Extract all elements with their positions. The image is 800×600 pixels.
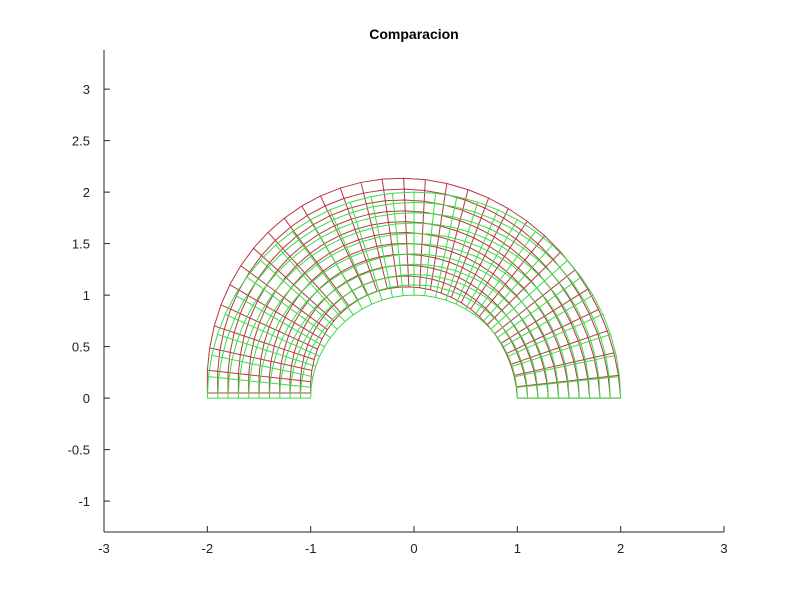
undeformed-mesh-radial-line bbox=[349, 202, 383, 301]
deformed-mesh-radial-line bbox=[214, 325, 315, 360]
deformed-mesh-radial-line bbox=[283, 217, 350, 307]
deformed-mesh-radial-line bbox=[253, 247, 335, 322]
deformed-mesh-radial-line bbox=[506, 309, 599, 355]
undeformed-mesh-radial-line bbox=[445, 202, 479, 301]
y-tick-label: 1 bbox=[83, 288, 90, 303]
undeformed-mesh-radial-line bbox=[246, 276, 331, 338]
y-tick-label: 3 bbox=[83, 82, 90, 97]
y-tick-label: 0.5 bbox=[72, 340, 90, 355]
undeformed-mesh-radial-line bbox=[424, 193, 437, 296]
undeformed-mesh bbox=[206, 191, 622, 399]
deformed-mesh-radial-line bbox=[209, 347, 312, 371]
x-tick-label: 3 bbox=[720, 541, 727, 556]
deformed-mesh-radial-line bbox=[510, 330, 608, 365]
deformed-mesh-radial-line bbox=[339, 187, 378, 292]
deformed-mesh-radial-line bbox=[403, 178, 410, 287]
deformed-mesh-radial-line bbox=[478, 235, 545, 317]
undeformed-mesh-radial-line bbox=[516, 376, 620, 388]
undeformed-mesh-radial-line bbox=[391, 193, 404, 296]
y-tick-label: 1.5 bbox=[72, 237, 90, 252]
x-tick-label: -3 bbox=[98, 541, 110, 556]
undeformed-mesh-radial-line bbox=[503, 294, 594, 348]
undeformed-mesh-radial-line bbox=[275, 244, 346, 322]
undeformed-mesh-radial-line bbox=[310, 219, 363, 310]
y-tick-label: -1 bbox=[78, 494, 90, 509]
undeformed-mesh-radial-line bbox=[211, 354, 314, 378]
undeformed-mesh-radial-line bbox=[482, 244, 553, 322]
undeformed-mesh-radial-line bbox=[497, 276, 582, 338]
deformed-mesh-radial-line bbox=[513, 352, 615, 376]
deformed-mesh-radial-line bbox=[360, 182, 388, 289]
plot-area bbox=[206, 177, 622, 399]
x-tick-label: -2 bbox=[202, 541, 214, 556]
deformed-mesh-radial-line bbox=[320, 195, 368, 296]
deformed-mesh-radial-line bbox=[207, 369, 311, 383]
deformed-mesh-radial-line bbox=[470, 220, 528, 310]
undeformed-mesh-radial-line bbox=[474, 231, 536, 316]
deformed-mesh-radial-line bbox=[229, 284, 323, 340]
undeformed-mesh-radial-line bbox=[512, 333, 611, 367]
y-tick-label: -0.5 bbox=[68, 443, 90, 458]
undeformed-mesh-radial-line bbox=[508, 313, 604, 357]
deformed-mesh-radial-line bbox=[429, 183, 448, 290]
deformed-mesh-radial-line bbox=[220, 304, 318, 350]
chart-title: Comparacion bbox=[369, 26, 458, 42]
undeformed-mesh-radial-line bbox=[370, 196, 394, 298]
undeformed-mesh-radial-line bbox=[292, 231, 354, 316]
deformed-mesh-radial-line bbox=[267, 231, 342, 314]
undeformed-mesh-radial-line bbox=[329, 209, 373, 305]
deformed-mesh-arc-line bbox=[310, 286, 518, 399]
undeformed-mesh-radial-line bbox=[208, 376, 312, 388]
undeformed-mesh-radial-line bbox=[434, 196, 458, 298]
undeformed-mesh-radial-line bbox=[465, 219, 518, 310]
deformed-mesh-radial-line bbox=[240, 265, 328, 330]
undeformed-mesh-radial-line bbox=[260, 259, 338, 330]
undeformed-mesh-radial-line bbox=[514, 354, 617, 378]
undeformed-mesh-radial-line bbox=[455, 209, 499, 305]
deformed-mesh-radial-line bbox=[500, 288, 589, 344]
undeformed-mesh-radial-line bbox=[217, 333, 316, 367]
deformed-mesh-radial-line bbox=[381, 179, 399, 288]
x-tick-label: 1 bbox=[514, 541, 521, 556]
deformed-mesh-radial-line bbox=[486, 251, 562, 326]
axes: -3 -2 -1 0 1 2 3 -1 -0.5 0 0.5 1 1.5 2 2.5 3 bbox=[68, 50, 728, 556]
deformed-mesh-radial-line bbox=[440, 189, 469, 294]
undeformed-mesh-radial-line bbox=[224, 313, 320, 357]
x-tick-label: -1 bbox=[305, 541, 317, 556]
x-tick-label: 2 bbox=[617, 541, 624, 556]
undeformed-mesh-radial-line bbox=[234, 294, 325, 348]
undeformed-mesh-radial-line bbox=[490, 259, 568, 330]
y-tick-label: 0 bbox=[83, 391, 90, 406]
y-tick-label: 2 bbox=[83, 185, 90, 200]
x-tick-label: 0 bbox=[410, 541, 417, 556]
deformed-mesh-radial-line bbox=[516, 374, 619, 388]
y-tick-label: 2.5 bbox=[72, 134, 90, 149]
